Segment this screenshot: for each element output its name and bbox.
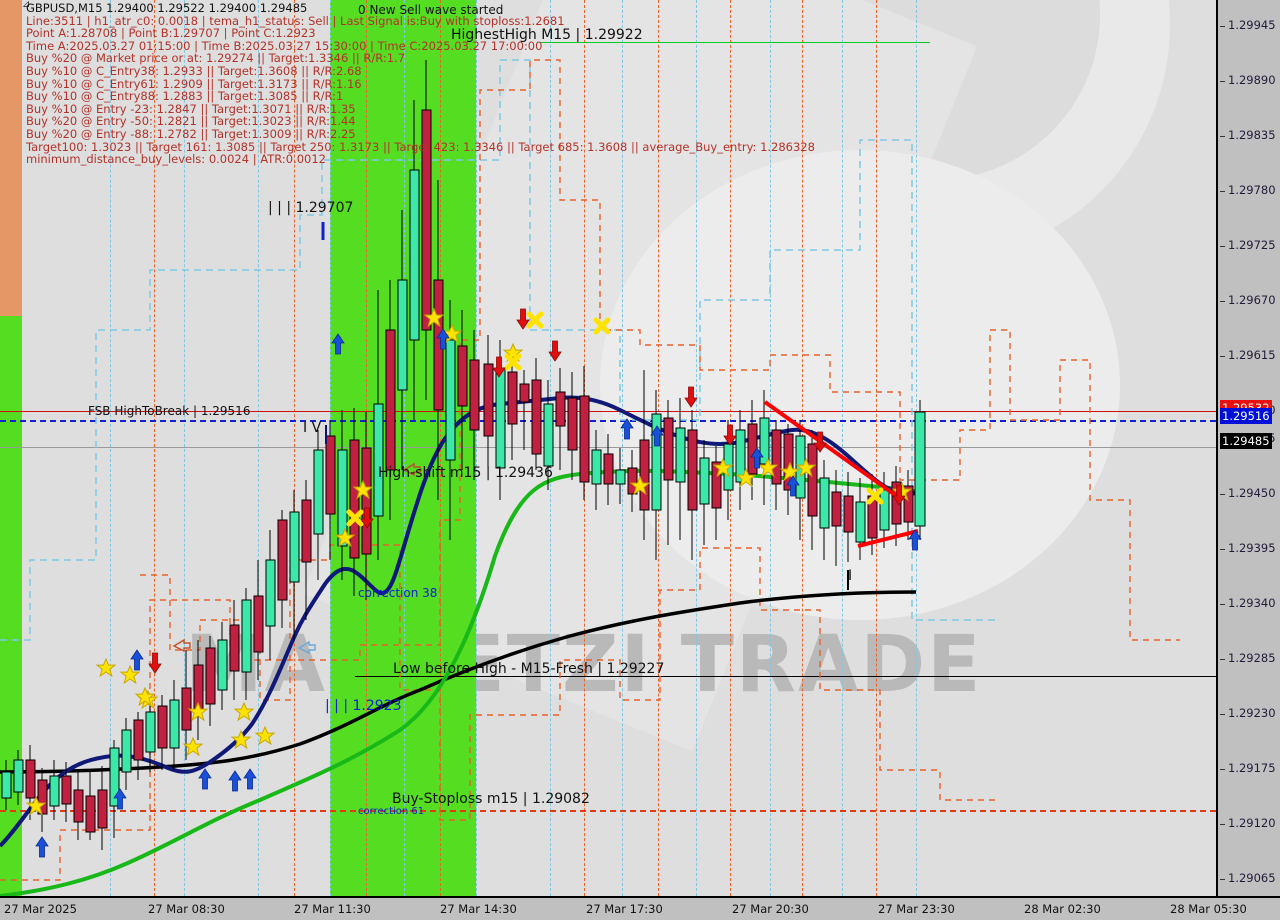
price-tick-label: 1.29395	[1228, 541, 1276, 555]
high-shift-label: High-shift m15 | 1.29436	[378, 465, 553, 481]
time-tick-label: 27 Mar 20:30	[732, 902, 809, 916]
price-tick-mark	[1220, 824, 1225, 825]
header-line-5: Buy %10 @ C_Entry61: 1.2909 || Target:1.…	[26, 76, 362, 91]
highest-high-line	[540, 42, 930, 43]
time-tick-label: 27 Mar 14:30	[440, 902, 517, 916]
price-tick-label: 1.29780	[1228, 183, 1276, 197]
price-tick-mark	[1220, 26, 1225, 27]
header-line-8: Buy %20 @ Entry -50: 1.2821 || Target:1.…	[26, 114, 356, 129]
price-tick-label: 1.29890	[1228, 73, 1276, 87]
small-hollow-arrows	[172, 462, 421, 653]
header-line-2: Time A:2025.03.27 01:15:00 | Time B:2025…	[26, 38, 543, 53]
header-line-3: Buy %20 @ Market price or at: 1.29274 ||…	[26, 51, 406, 66]
price-tick-mark	[1220, 494, 1225, 495]
time-tick-label: 27 Mar 23:30	[878, 902, 955, 916]
price-tick-mark	[1220, 549, 1225, 550]
time-tick-label: 27 Mar 08:30	[148, 902, 225, 916]
price-tick-mark	[1220, 191, 1225, 192]
price-axis[interactable]: 1.29945 1.29890 1.29835 1.29780 1.29725 1.296…	[1216, 0, 1280, 896]
small-hollow-arrows-blue	[297, 640, 316, 655]
correction-61-label: correction 61	[358, 806, 425, 817]
chart-series-layer	[0, 59, 1180, 896]
time-tick-label: 27 Mar 17:30	[586, 902, 663, 916]
price-tick-label: 1.29835	[1228, 128, 1276, 142]
point-iv-label: I V	[303, 420, 322, 436]
price-tick-mark	[1220, 81, 1225, 82]
price-tick-label: 1.29230	[1228, 706, 1276, 720]
time-tick-label: 28 Mar 05:30	[1170, 902, 1247, 916]
price-tick-mark	[1220, 604, 1225, 605]
price-tick-label: 1.29175	[1228, 761, 1276, 775]
low-before-high-label: Low before High - M15-Fresh | 1.29227	[393, 661, 665, 677]
left-status-band	[0, 0, 22, 896]
header-line-10: Target100: 1.3023 || Target 161: 1.3085 …	[26, 139, 815, 154]
highest-high-label: HighestHigh M15 | 1.29922	[451, 27, 643, 43]
header-line-11: minimum_distance_buy_levels: 0.0024 | AT…	[26, 152, 326, 167]
price-tick-mark	[1220, 301, 1225, 302]
point-c-label: | | | 1.2923	[325, 698, 402, 714]
time-tick-label: 27 Mar 11:30	[294, 902, 371, 916]
price-tick-mark	[1220, 879, 1225, 880]
price-tick-label: 1.29340	[1228, 596, 1276, 610]
price-tick-mark	[1220, 136, 1225, 137]
header-line-6: Buy %10 @ C_Entry88: 1.2883 || Target:1.…	[26, 89, 344, 104]
header-line-1: Point A:1.28708 | Point B:1.29707 | Poin…	[26, 26, 316, 41]
low-before-high-line	[355, 676, 1216, 677]
down-trendline	[763, 400, 900, 499]
buy-stoploss-line	[0, 810, 1216, 812]
price-tick-mark	[1220, 659, 1225, 660]
chart-plot-area[interactable]: MARKETZI TRADE	[0, 0, 1216, 896]
price-tick-label: 1.29725	[1228, 238, 1276, 252]
price-tick-label: 1.29285	[1228, 651, 1276, 665]
time-tick-label: 27 Mar 2025	[4, 902, 77, 916]
header-line-7: Buy %10 @ Entry -23: 1.2847 || Target:1.…	[26, 101, 356, 116]
chart-icon: ⊿	[22, 0, 31, 10]
price-tick-label: 1.29670	[1228, 293, 1276, 307]
annotation-ticks-layer	[321, 222, 849, 590]
time-axis[interactable]: 27 Mar 2025 27 Mar 08:30 27 Mar 11:30 27 Ma…	[0, 896, 1280, 920]
header-line-9: Buy %20 @ Entry -88: 1.2782 || Target:1.…	[26, 126, 356, 141]
current-bid-badge: 1.29516	[1220, 408, 1272, 424]
symbol-ohlc-line: GBPUSD,M15 1.29400 1.29522 1.29400 1.294…	[26, 1, 308, 15]
new-wave-banner: 0 New Sell wave started	[358, 3, 504, 17]
price-tick-label: 1.29615	[1228, 348, 1276, 362]
time-tick-label: 28 Mar 02:30	[1024, 902, 1101, 916]
fsb-hightobreak-label: FSB HighToBreak | 1.29516	[88, 404, 251, 418]
price-tick-mark	[1220, 246, 1225, 247]
price-tick-mark	[1220, 769, 1225, 770]
price-tick-mark	[1220, 714, 1225, 715]
point-b-label: | | | 1.29707	[268, 200, 354, 216]
price-tick-label: 1.29450	[1228, 486, 1276, 500]
header-line-4: Buy %10 @ C_Entry38: 1.2933 || Target:1.…	[26, 63, 362, 78]
price-tick-label: 1.29065	[1228, 871, 1276, 885]
fsb-high-to-break-line	[0, 411, 1216, 412]
price-tick-label: 1.29945	[1228, 18, 1276, 32]
last-price-badge: 1.29485	[1220, 433, 1272, 449]
price-tick-label: 1.29120	[1228, 816, 1276, 830]
correction-38-label: correction 38	[358, 586, 438, 600]
marker-i-label: I	[848, 568, 853, 584]
indicator-info-panel: GBPUSD,M15 1.29400 1.29522 1.29400 1.294…	[26, 1, 815, 167]
up-trendline	[857, 529, 919, 548]
header-line-0: Line:3511 | h1_atr_c0: 0.0018 | tema_h1_…	[26, 13, 565, 28]
price-tick-mark	[1220, 356, 1225, 357]
bid-price-line	[0, 420, 1216, 422]
buy-stoploss-label: Buy-Stoploss m15 | 1.29082	[392, 791, 590, 807]
